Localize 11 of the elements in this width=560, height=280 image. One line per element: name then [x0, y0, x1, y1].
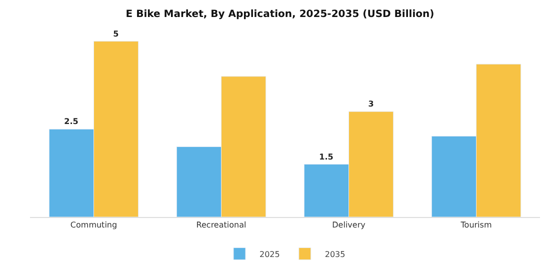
x-tick-label: Tourism	[460, 220, 492, 230]
x-tick-label: Delivery	[332, 220, 366, 230]
data-label: 1.5	[319, 152, 334, 162]
x-tick-label: Commuting	[70, 220, 118, 230]
chart-title: E Bike Market, By Application, 2025-2035 (USD Billion)	[126, 8, 434, 20]
data-label: 3	[368, 100, 374, 109]
data-label: 5	[113, 29, 120, 38]
legend-label: 2025	[260, 250, 280, 259]
x-tick-label: Recreational	[196, 220, 246, 230]
data-label: 2.5	[64, 117, 79, 126]
legend-label: 2035	[324, 250, 346, 259]
